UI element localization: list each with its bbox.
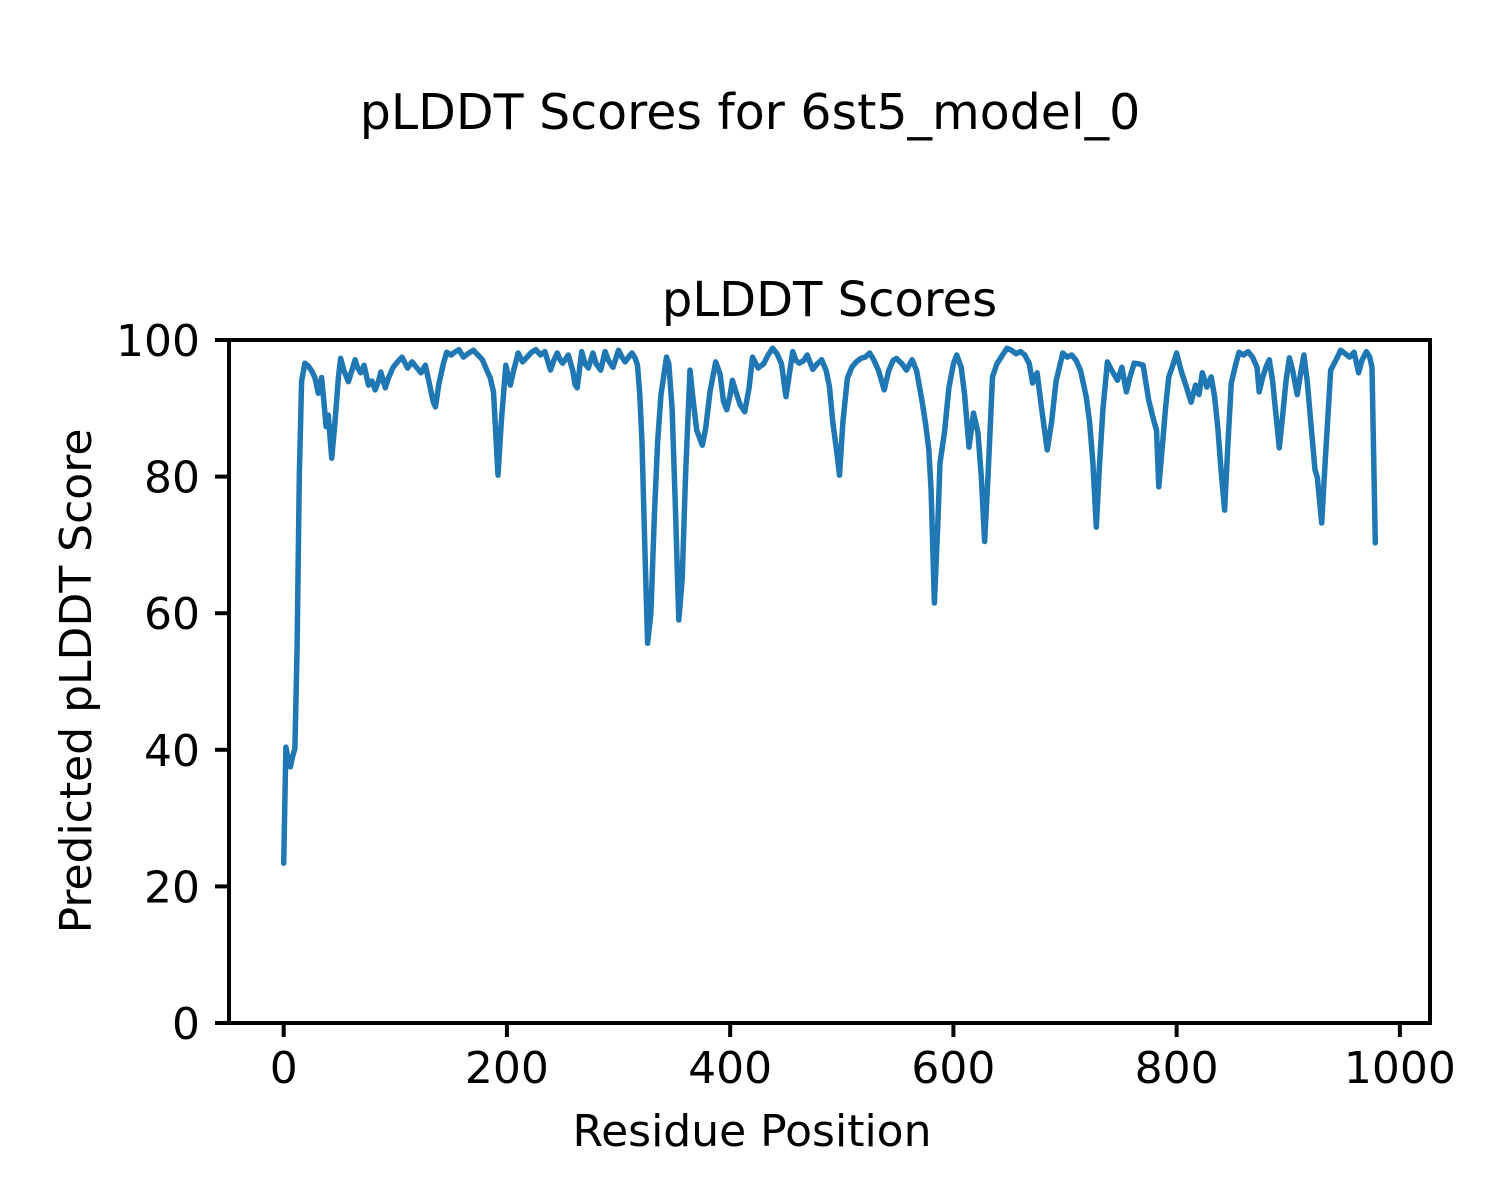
y-tick-label: 100 — [116, 316, 200, 367]
x-axis-label: Residue Position — [572, 1106, 932, 1157]
y-tick-label: 20 — [144, 862, 200, 913]
axes-spines — [227, 338, 1432, 1025]
x-tick-label: 800 — [1135, 1043, 1219, 1094]
figure-title: pLDDT Scores for 6st5_model_0 — [359, 84, 1141, 141]
x-tick-label: 0 — [270, 1043, 298, 1094]
x-tick-label: 1000 — [1344, 1043, 1456, 1094]
y-tick-label: 40 — [144, 726, 200, 777]
x-tick-label: 600 — [911, 1043, 995, 1094]
axes-title: pLDDT Scores — [661, 272, 998, 328]
y-tick-label: 80 — [144, 453, 200, 504]
y-tick-label: 0 — [172, 999, 200, 1050]
plddt-line — [280, 345, 1379, 866]
x-tick-label: 400 — [688, 1043, 772, 1094]
x-tick-label: 200 — [465, 1043, 549, 1094]
y-tick-label: 60 — [144, 589, 200, 640]
